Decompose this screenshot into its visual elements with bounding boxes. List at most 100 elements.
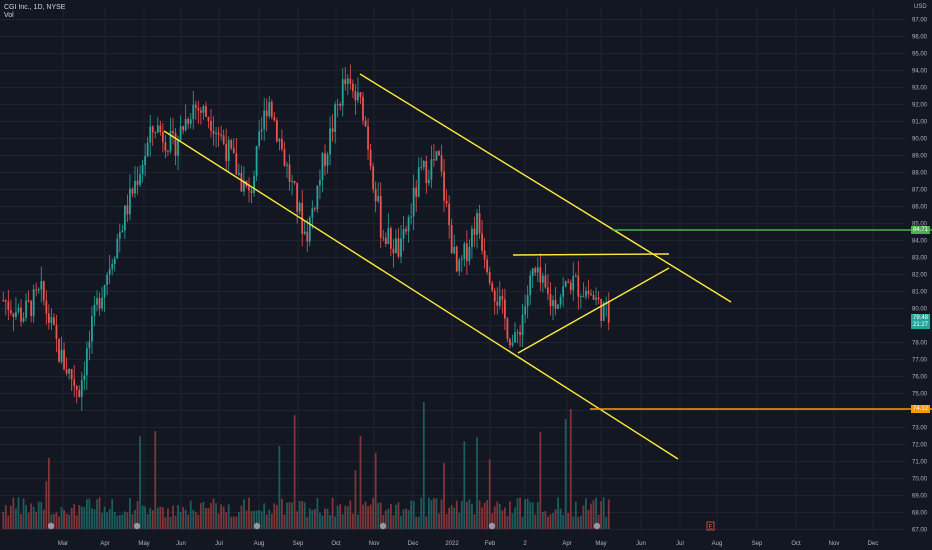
candle-body <box>392 248 395 254</box>
volume-bar <box>220 504 223 529</box>
price-axis[interactable]: 97.00 96.00 95.00 94.00 93.00 92.00 91.00 90.00… <box>912 18 928 534</box>
candle-body <box>524 306 527 315</box>
candle-body <box>577 275 580 297</box>
volume-bar <box>2 512 5 529</box>
candle-body <box>111 264 114 269</box>
candle-body <box>83 375 86 381</box>
volume-bar <box>7 515 10 529</box>
price-tick-label: 69.00 <box>912 494 928 500</box>
candle-body <box>440 155 443 172</box>
volume-bar <box>483 502 486 529</box>
candle-body <box>230 140 233 149</box>
candle-body <box>232 148 235 154</box>
price-tick-label: 94.00 <box>912 69 928 75</box>
candle-body <box>167 151 169 153</box>
candle-body <box>154 132 157 134</box>
candle-body <box>536 267 539 273</box>
candle-body <box>281 139 283 150</box>
volume-bar <box>149 508 152 529</box>
volume-bar <box>463 441 466 529</box>
volume-bar <box>602 497 605 529</box>
triangle-top-line[interactable] <box>512 253 670 256</box>
candle-body <box>483 250 486 260</box>
triangle-bottom-line[interactable] <box>517 267 670 354</box>
time-axis[interactable]: Mar Apr May Jun Jul Aug Sep Oct Nov Dec 2022 Feb 2 Ap… <box>58 541 879 547</box>
candle-body <box>359 92 362 97</box>
volume-bar <box>255 510 258 529</box>
volume-bar <box>331 497 334 529</box>
price-tick-label: 68.00 <box>912 511 928 517</box>
channel-lower-line[interactable] <box>163 130 679 460</box>
candle-body <box>174 132 177 156</box>
volume-bar <box>151 510 154 529</box>
candle-body <box>141 165 144 175</box>
volume-bar <box>349 500 352 529</box>
candle-body <box>324 153 326 166</box>
volume-bar <box>400 515 402 529</box>
volume-bar <box>346 506 349 529</box>
candle-body <box>488 272 491 284</box>
candle-body <box>433 159 435 161</box>
trendline-drawings[interactable] <box>163 73 932 460</box>
volume-bar <box>524 499 527 529</box>
candle-body <box>384 237 387 244</box>
channel-upper-line[interactable] <box>359 73 732 303</box>
volume-bar <box>417 516 420 529</box>
dividend-marker <box>47 522 55 530</box>
volume-bar <box>336 505 339 529</box>
volume-bar <box>427 497 430 529</box>
candle-body <box>572 276 575 291</box>
candle-body <box>463 243 466 260</box>
candle-body <box>75 385 78 390</box>
volume-bar <box>564 419 567 529</box>
volume-bar <box>263 503 266 529</box>
candle-body <box>339 104 342 106</box>
candle-body <box>509 339 511 346</box>
volume-bar <box>574 501 577 529</box>
volume-bar <box>205 507 207 529</box>
candle-body <box>172 130 174 133</box>
volume-bar <box>296 511 299 529</box>
volume-bar <box>407 510 410 529</box>
candle-body <box>486 259 489 273</box>
volume-bar <box>316 498 319 529</box>
volume-bar <box>230 516 233 529</box>
candle-body <box>68 369 71 374</box>
volume-bar <box>501 510 504 529</box>
candle-body <box>177 140 179 156</box>
volume-bar <box>118 514 121 529</box>
candle-body <box>298 202 301 212</box>
candle-body <box>357 92 359 101</box>
volume-bar <box>455 500 458 529</box>
candle-body <box>412 187 415 217</box>
volume-bar <box>319 512 321 529</box>
candle-body <box>101 297 103 309</box>
candle-body <box>559 296 562 305</box>
candle-body <box>53 317 55 326</box>
volume-bar <box>301 500 304 529</box>
price-tick-label: 81.00 <box>912 290 928 296</box>
volume-bar <box>526 498 529 529</box>
volume-bar <box>509 501 511 529</box>
candle-body <box>326 154 329 166</box>
volume-bar <box>12 497 15 529</box>
volume-bar <box>592 500 595 529</box>
candle-body <box>478 213 481 234</box>
candle-body <box>151 126 154 133</box>
symbol-title[interactable]: CGI Inc., 1D, NYSE <box>4 4 66 11</box>
candle-body <box>607 302 610 323</box>
volume-bar <box>357 514 359 529</box>
volume-bar <box>141 505 144 529</box>
candle-body <box>600 299 603 321</box>
candle-body <box>407 217 410 232</box>
time-tick-label: Jul <box>676 541 684 547</box>
volume-bar <box>362 504 364 529</box>
time-tick-label: Aug <box>712 541 723 547</box>
volume-bar <box>544 510 547 529</box>
candle-body <box>471 228 473 248</box>
candle-body <box>199 110 202 113</box>
volume-bar <box>85 499 88 529</box>
support-price-tag: 74.12 <box>911 405 931 413</box>
volume-bar <box>108 509 111 529</box>
